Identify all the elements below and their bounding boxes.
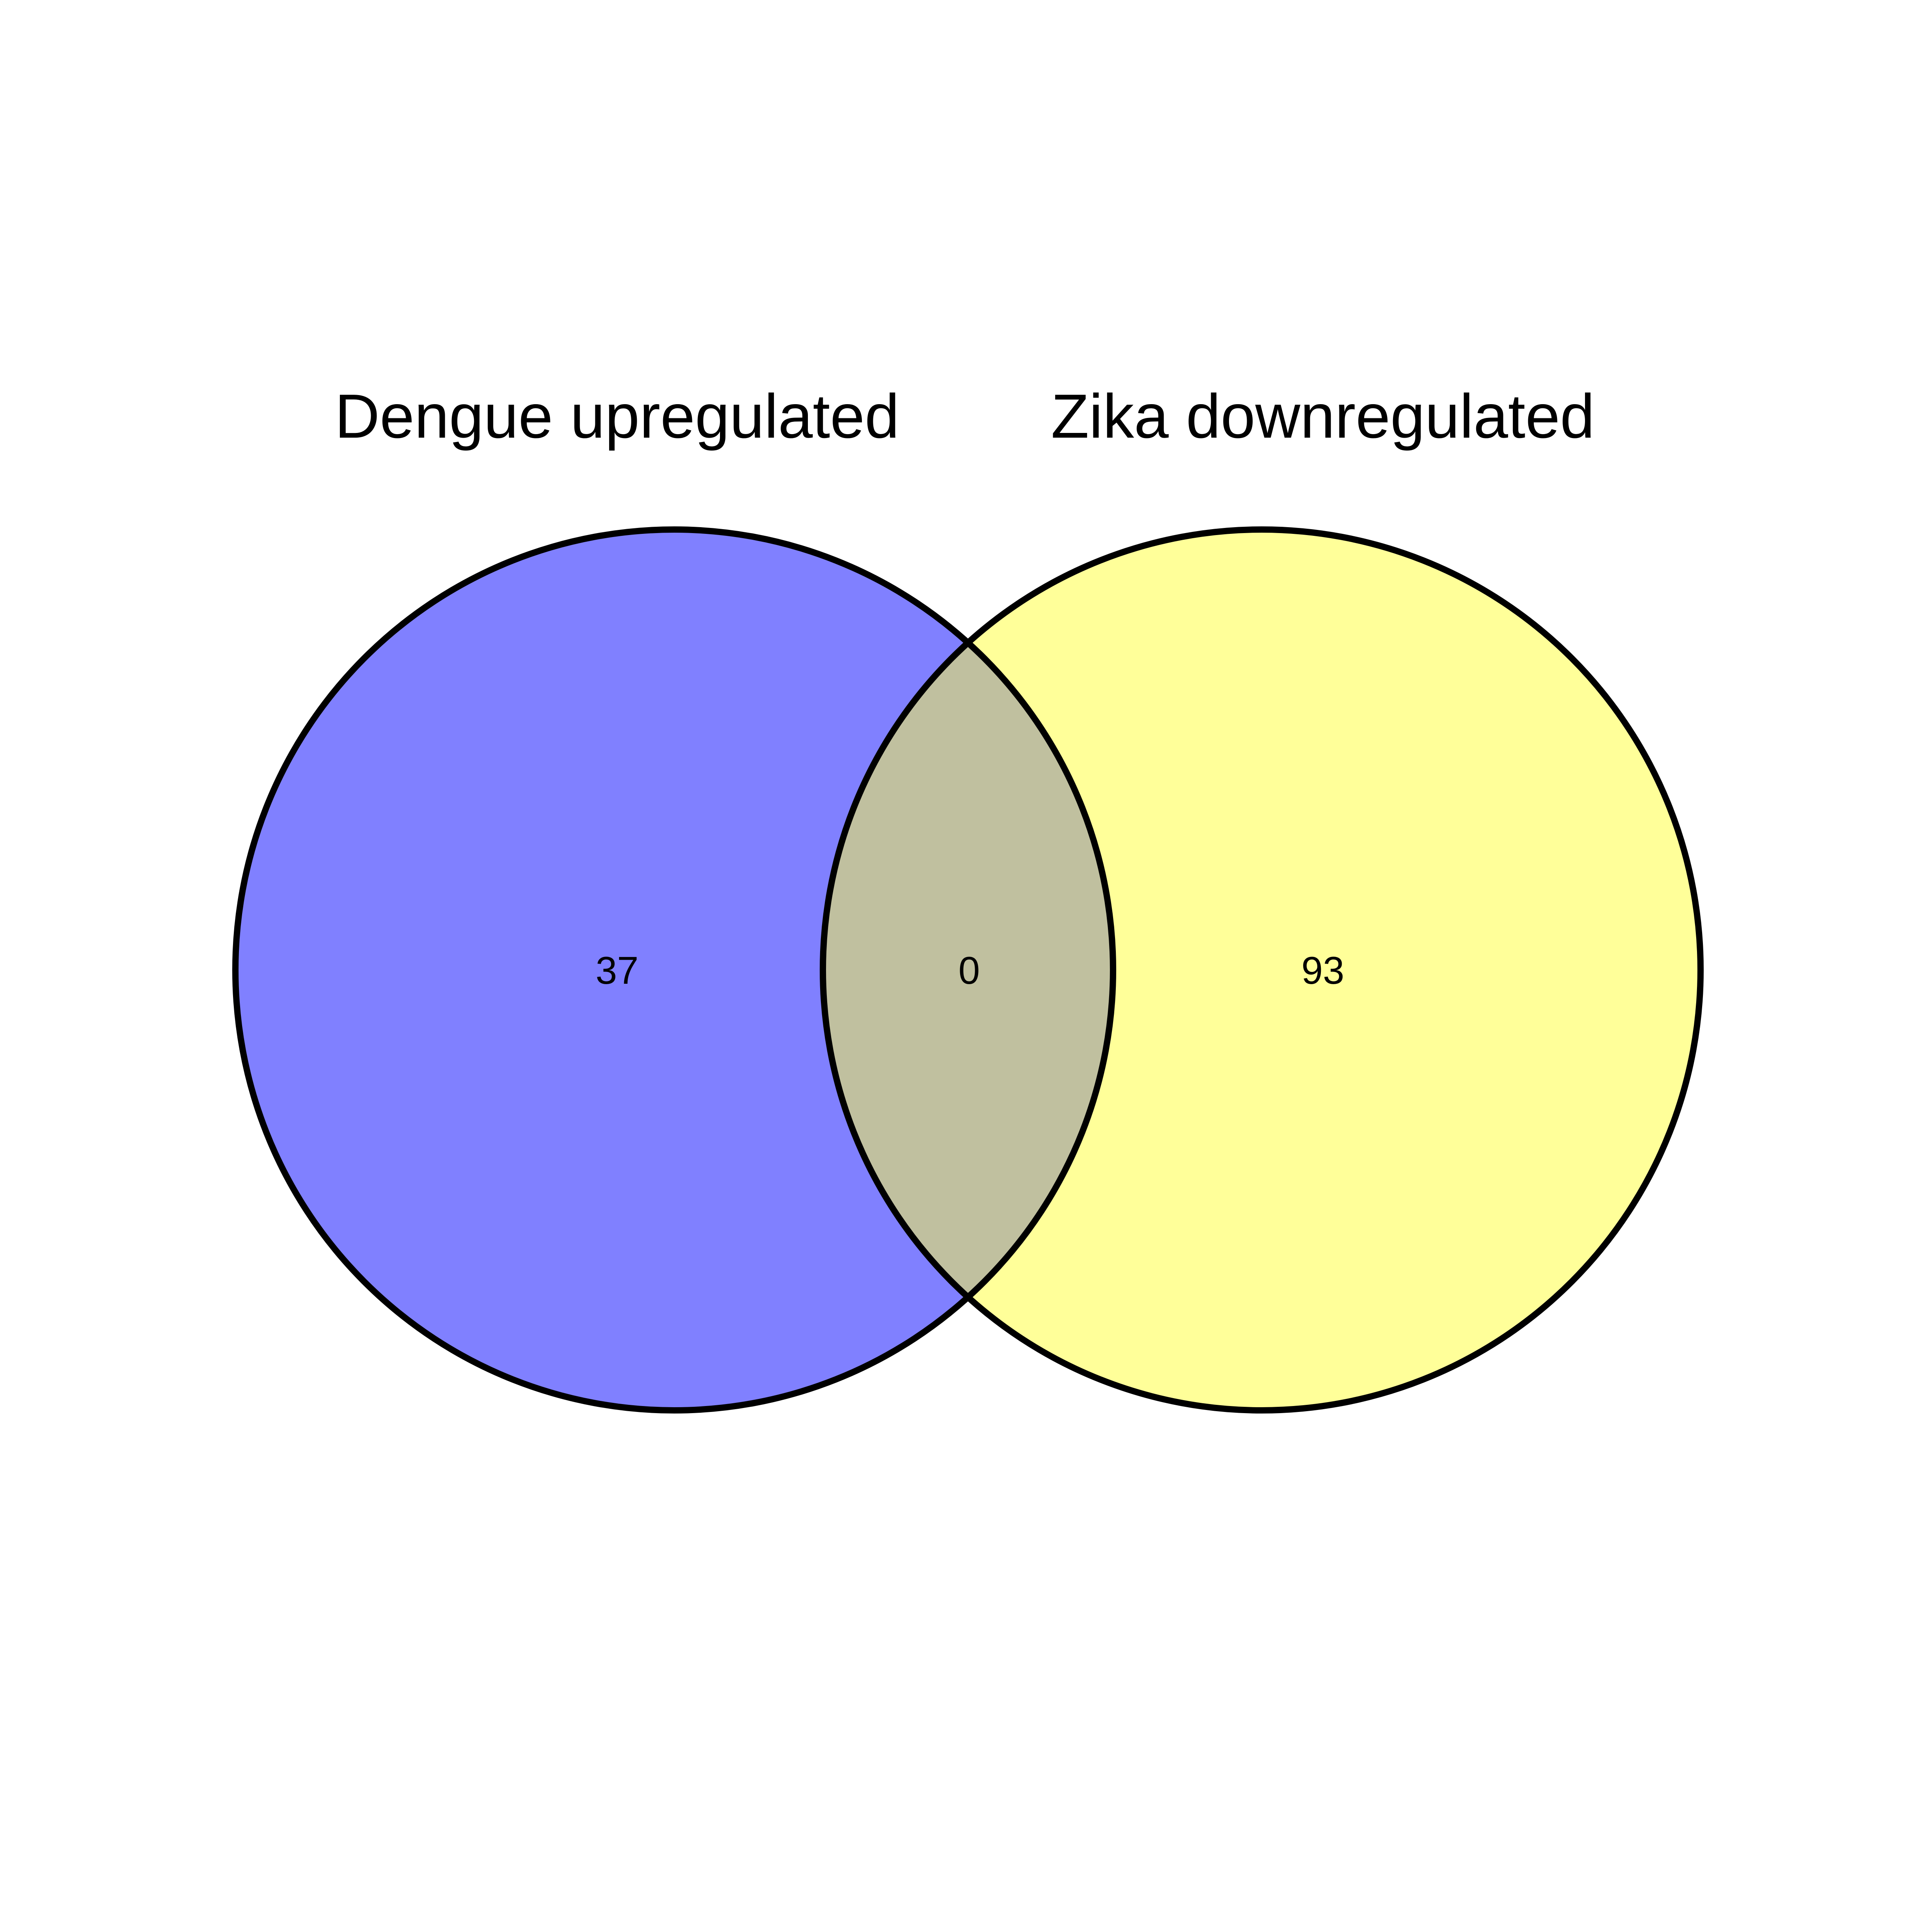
set-a-label: Dengue upregulated — [335, 382, 899, 451]
set-a-outline — [232, 526, 1116, 1414]
set-b-outline — [820, 526, 1704, 1414]
intersection-region — [823, 530, 1113, 1410]
count-only-a: 37 — [595, 949, 638, 992]
count-intersection: 0 — [959, 949, 980, 992]
count-only-b: 93 — [1301, 949, 1344, 992]
set-b-label: Zika downregulated — [1051, 382, 1595, 451]
